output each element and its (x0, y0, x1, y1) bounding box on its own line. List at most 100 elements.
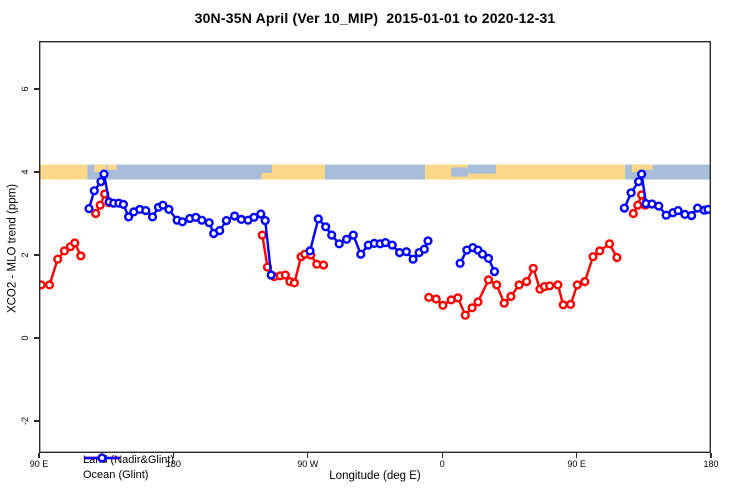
data-point (565, 299, 576, 310)
data-point (96, 177, 106, 187)
data-point (164, 204, 174, 215)
data-point (673, 206, 683, 216)
data-point (44, 280, 55, 290)
data-point (99, 169, 109, 179)
ocean-series (84, 169, 711, 280)
data-point (453, 293, 463, 303)
data-point (499, 298, 509, 308)
data-point (257, 230, 267, 240)
data-point (588, 252, 598, 262)
data-point (506, 291, 516, 302)
x-tick-label: 180 (703, 459, 719, 469)
data-point (230, 211, 240, 221)
data-point (70, 238, 80, 248)
y-tick-label: 0 (20, 335, 30, 341)
data-point (177, 217, 188, 227)
data-point (558, 300, 568, 310)
data-point (619, 203, 630, 213)
data-point (703, 204, 711, 214)
x-tick (575, 453, 578, 458)
data-point (249, 212, 259, 222)
data-point (401, 247, 412, 257)
data-point (221, 216, 232, 226)
data-point (89, 186, 99, 196)
legend: Land (Nadir&Glint) Ocean (Glint) (83, 452, 174, 482)
legend-item-ocean: Ocean (Glint) (83, 453, 174, 482)
data-point (147, 212, 158, 222)
data-point (654, 201, 664, 211)
data-point (580, 277, 590, 287)
data-point (612, 252, 622, 263)
data-point (514, 280, 524, 290)
map-strip-land-segment (261, 164, 325, 180)
y-tick (34, 88, 39, 90)
y-tick (34, 420, 39, 422)
data-point (423, 236, 433, 246)
data-point (431, 294, 441, 304)
data-point (215, 226, 225, 236)
y-tick (34, 254, 39, 256)
data-point (91, 208, 101, 219)
x-tick (441, 453, 443, 458)
data-point (289, 278, 300, 288)
map-strip-land-patch (643, 164, 653, 170)
data-point (305, 246, 315, 256)
data-point (197, 215, 207, 225)
data-point (483, 275, 494, 285)
data-point (628, 208, 638, 219)
map-strip-ocean-segment (87, 164, 262, 180)
map-strip-ocean-patch (467, 164, 496, 174)
data-point (528, 263, 538, 273)
data-point (260, 216, 270, 226)
data-point (686, 211, 697, 221)
map-strip (39, 164, 711, 180)
x-tick-label: 90 W (297, 459, 319, 469)
data-point (522, 277, 532, 287)
map-strip-ocean-patch (261, 164, 272, 173)
data-point (387, 240, 397, 250)
x-tick (38, 453, 40, 458)
data-point (604, 239, 615, 249)
data-point (95, 200, 105, 210)
x-tick-label: 180 (165, 459, 181, 469)
map-strip-ocean-patch (451, 167, 468, 177)
data-point (334, 239, 344, 249)
data-point (553, 280, 563, 290)
x-axis-label: Longitude (deg E) (329, 470, 421, 482)
data-point (489, 267, 500, 277)
y-axis-label: XCO2 - MLO trend (ppm) (6, 183, 19, 314)
data-point (467, 303, 477, 313)
data-point (419, 244, 429, 254)
data-point (318, 260, 329, 270)
x-tick-label: 90 E (29, 459, 49, 469)
x-tick (172, 453, 175, 458)
data-point (280, 270, 291, 280)
y-tick-label: 4 (20, 169, 30, 175)
data-point (572, 280, 582, 290)
data-point (356, 249, 366, 259)
data-point (424, 292, 434, 303)
data-point (460, 310, 470, 320)
y-tick (34, 171, 39, 173)
data-point (348, 230, 358, 240)
data-point (141, 206, 151, 216)
data-point (473, 297, 483, 307)
y-tick (34, 337, 39, 339)
plot-frame (39, 41, 711, 453)
data-point (313, 214, 323, 224)
data-point (626, 188, 636, 198)
data-point (633, 177, 644, 187)
y-tick-label: 2 (20, 252, 30, 258)
data-point (123, 212, 134, 222)
data-point (158, 200, 168, 210)
chart-title: 30N-35N April (Ver 10_MIP) 2015-01-01 to… (194, 10, 556, 26)
legend-label-ocean: Ocean (Glint) (83, 468, 149, 481)
data-point (438, 300, 448, 310)
x-tick (710, 453, 712, 458)
map-strip-land-patch (94, 164, 107, 173)
map-strip-land-segment (39, 164, 88, 180)
data-point (327, 230, 337, 240)
data-point (84, 204, 94, 214)
plot-area: Land (Nadir&Glint) Ocean (Glint) (39, 41, 711, 481)
